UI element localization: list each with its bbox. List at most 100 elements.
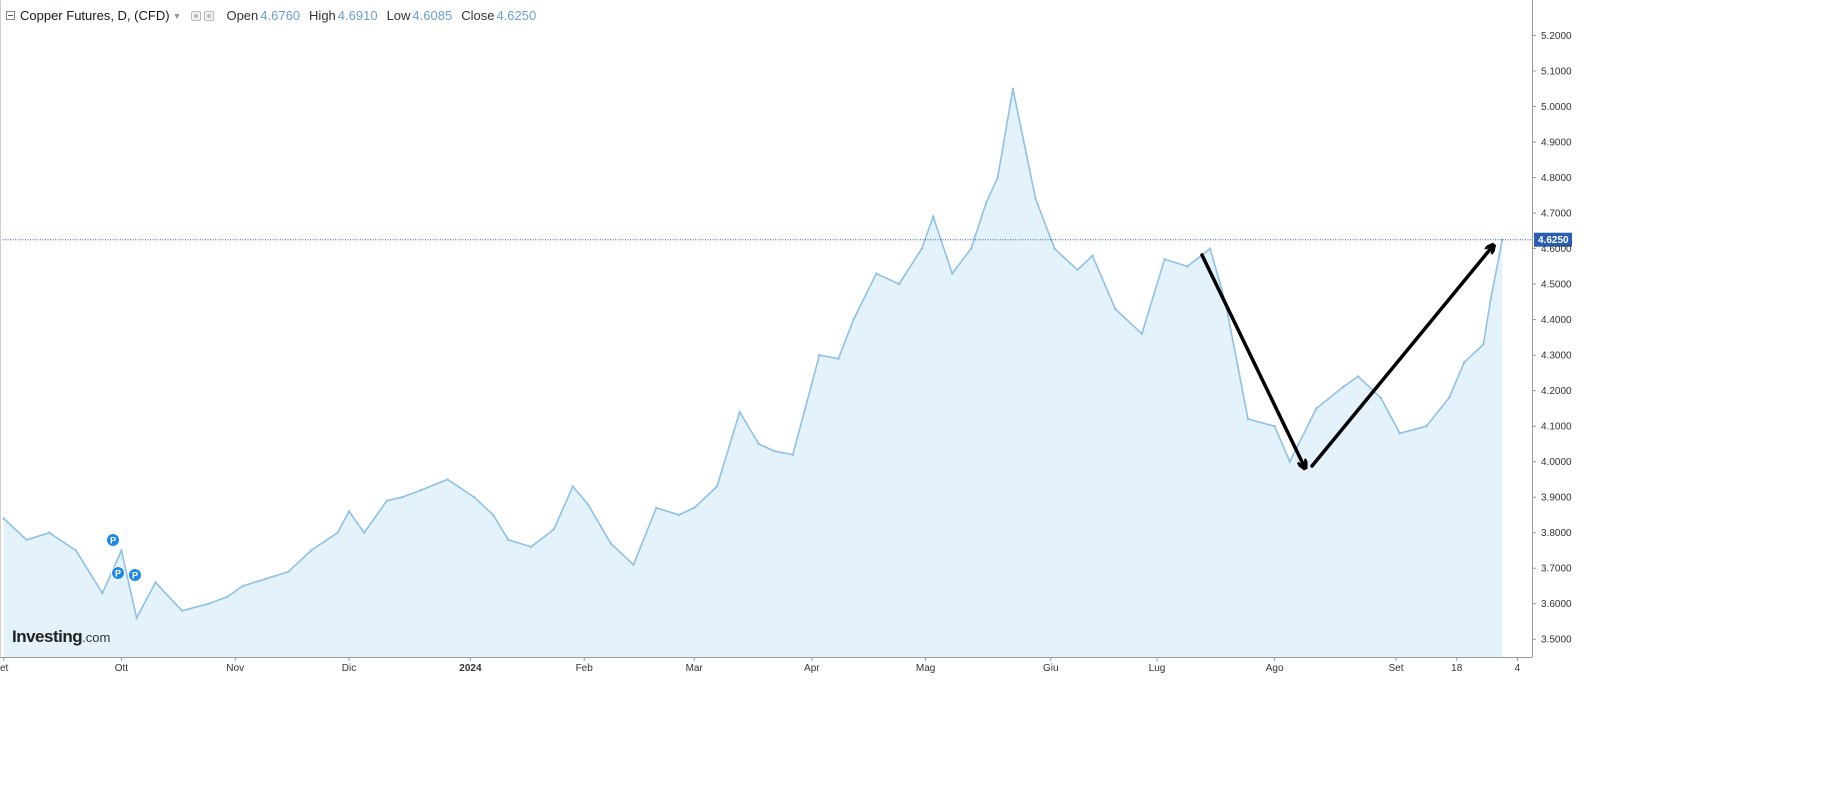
event-marker-label: P: [110, 535, 116, 545]
settings-icon[interactable]: [191, 10, 202, 21]
data-point-57: [1163, 258, 1166, 261]
data-point-12: [264, 577, 267, 581]
data-point-46: [951, 272, 954, 275]
event-marker-icon[interactable]: P: [111, 566, 125, 580]
chevron-down-icon[interactable]: ▼: [172, 10, 182, 21]
data-point-24: [507, 538, 510, 541]
y-tick-label: 3.6000: [1541, 599, 1572, 610]
data-point-38: [791, 453, 794, 456]
data-point-17: [363, 531, 366, 534]
data-point-19: [400, 496, 404, 499]
data-point-14: [309, 549, 313, 552]
data-point-28: [586, 503, 590, 506]
high-label: High: [309, 8, 336, 23]
data-point-74: [1501, 238, 1504, 241]
data-point-50: [1011, 87, 1015, 91]
data-point-33: [693, 506, 696, 509]
arrow-down-annotation: [1200, 253, 1304, 466]
y-tick-label: 4.2000: [1541, 386, 1572, 397]
data-point-72: [1482, 343, 1485, 346]
data-point-61: [1246, 417, 1250, 421]
data-point-5: [120, 549, 123, 552]
x-tick-label: Set: [1389, 663, 1404, 674]
x-tick-label: Nov: [226, 663, 244, 674]
data-point-37: [772, 449, 776, 453]
y-tick-label: 4.6000: [1541, 244, 1572, 255]
y-tick-label: 5.1000: [1541, 67, 1572, 78]
data-point-63: [1288, 460, 1292, 463]
data-point-6: [135, 616, 138, 620]
data-point-47: [969, 247, 973, 250]
collapse-icon[interactable]: [6, 11, 15, 20]
y-tick-label: 4.0000: [1541, 457, 1572, 468]
x-tick-label: Mag: [916, 663, 935, 674]
data-point-49: [996, 176, 999, 179]
data-point-56: [1140, 332, 1144, 335]
data-point-44: [920, 247, 923, 250]
data-point-62: [1273, 425, 1276, 428]
data-point-21: [446, 478, 449, 481]
data-point-41: [852, 318, 855, 321]
data-point-66: [1356, 375, 1360, 378]
low-label: Low: [386, 8, 411, 23]
data-point-34: [715, 485, 719, 488]
y-tick-label: 3.5000: [1541, 635, 1572, 646]
open-label: Open: [226, 8, 259, 23]
data-point-36: [757, 442, 760, 446]
data-point-31: [655, 506, 658, 509]
remove-icon[interactable]: [204, 10, 215, 21]
data-point-73: [1489, 297, 1493, 300]
y-tick-label: 4.4000: [1541, 315, 1572, 326]
event-marker-icon[interactable]: P: [106, 533, 120, 547]
x-tick-label: Feb: [576, 663, 594, 674]
data-point-23: [492, 513, 495, 517]
data-point-43: [897, 282, 901, 286]
data-point-22: [473, 496, 476, 499]
data-point-71: [1463, 361, 1466, 364]
y-tick-label: 4.3000: [1541, 351, 1572, 362]
data-point-53: [1076, 268, 1079, 272]
data-point-15: [336, 531, 339, 534]
data-point-55: [1114, 307, 1117, 311]
data-point-29: [609, 542, 612, 545]
x-tick-label: Giu: [1043, 663, 1059, 674]
x-tick-label: et: [0, 663, 9, 674]
data-point-26: [552, 528, 556, 531]
x-tick-label: 4: [1515, 663, 1521, 674]
data-point-30: [632, 563, 635, 566]
data-point-68: [1398, 432, 1402, 435]
data-point-0: [2, 517, 5, 520]
data-point-9: [207, 602, 210, 605]
data-point-69: [1425, 425, 1428, 428]
high-value: 4.6910: [337, 8, 378, 23]
y-tick-label: 4.5000: [1541, 280, 1572, 291]
data-point-35: [738, 410, 741, 414]
data-point-13: [287, 570, 290, 573]
data-point-1: [25, 538, 28, 541]
series-area: [3, 88, 1503, 658]
x-tick-label: Mar: [686, 663, 704, 674]
low-value: 4.6085: [412, 8, 453, 23]
data-point-11: [241, 584, 244, 588]
data-point-25: [529, 545, 533, 549]
data-point-42: [875, 272, 878, 275]
data-point-40: [837, 357, 840, 360]
data-point-51: [1034, 197, 1037, 201]
data-point-8: [180, 609, 184, 612]
y-tick-label: 4.1000: [1541, 422, 1572, 433]
y-tick-label: 3.7000: [1541, 564, 1572, 575]
data-point-48: [985, 201, 988, 204]
data-point-2: [48, 531, 51, 534]
last-price-badge: [1534, 232, 1572, 247]
last-price-label: 4.6250: [1538, 235, 1569, 246]
event-marker-icon[interactable]: P: [128, 568, 142, 582]
x-tick-label: Dic: [342, 663, 356, 674]
data-point-59: [1208, 247, 1212, 250]
y-tick-label: 5.2000: [1541, 31, 1572, 42]
x-tick-label: Ott: [115, 663, 129, 674]
data-point-32: [677, 513, 681, 517]
x-tick-label: 18: [1451, 663, 1463, 674]
x-tick-label: Apr: [804, 663, 820, 674]
chart-legend: Copper Futures, D, (CFD) ▼ Open 4.6760 H…: [6, 8, 545, 23]
